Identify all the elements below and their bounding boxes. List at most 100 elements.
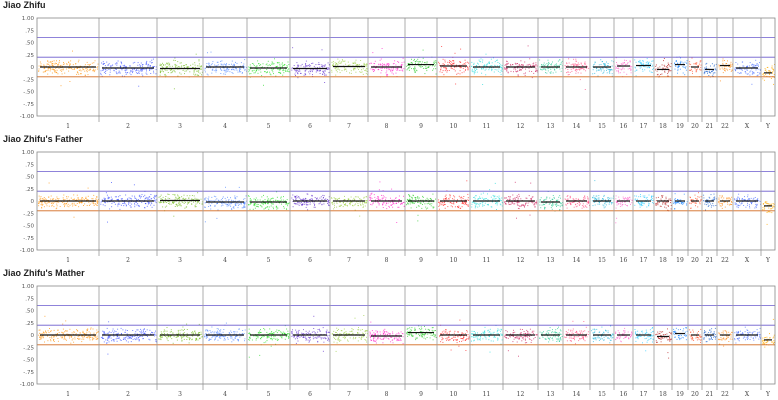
data-point — [549, 67, 551, 69]
data-point — [159, 74, 161, 76]
data-point — [686, 60, 688, 62]
x-tick-label: X — [745, 257, 750, 264]
data-point — [570, 202, 572, 204]
data-point — [744, 71, 746, 73]
data-point — [390, 204, 392, 206]
data-point — [309, 203, 311, 205]
data-point — [476, 71, 478, 73]
data-point — [644, 66, 646, 68]
data-point — [550, 200, 552, 202]
data-point — [184, 198, 186, 200]
data-point — [527, 202, 529, 204]
data-point — [228, 68, 230, 70]
data-point — [585, 70, 587, 72]
data-point — [622, 201, 623, 203]
data-point — [38, 195, 40, 197]
data-point — [255, 199, 257, 201]
data-point — [711, 199, 713, 201]
data-point — [100, 72, 102, 74]
data-point — [126, 72, 128, 74]
data-point — [532, 196, 534, 198]
data-point — [138, 336, 139, 338]
data-point — [175, 200, 177, 202]
data-point — [353, 67, 355, 69]
data-point — [291, 197, 293, 199]
data-point — [595, 195, 597, 197]
data-point — [534, 204, 536, 206]
data-point — [253, 63, 255, 65]
data-point — [220, 64, 222, 66]
data-point — [260, 205, 262, 207]
data-point — [607, 199, 609, 201]
data-point — [386, 75, 388, 77]
data-point — [238, 200, 240, 202]
data-point — [731, 202, 733, 203]
data-point — [104, 333, 106, 335]
data-point — [499, 62, 501, 64]
data-point — [265, 202, 267, 204]
data-point — [103, 332, 105, 334]
data-point — [147, 203, 149, 205]
data-point — [246, 70, 247, 72]
data-point — [270, 63, 272, 65]
data-point — [474, 207, 476, 209]
data-point — [53, 335, 55, 337]
data-point — [43, 64, 45, 66]
data-point — [58, 198, 60, 200]
data-point — [694, 63, 696, 65]
data-point — [665, 204, 667, 206]
data-point — [670, 208, 672, 210]
data-point — [407, 64, 408, 66]
data-point — [750, 197, 752, 199]
data-point — [639, 59, 641, 61]
data-point — [332, 203, 334, 205]
data-point — [394, 60, 396, 62]
data-point — [210, 208, 212, 210]
data-point — [346, 201, 348, 203]
data-point — [392, 199, 393, 201]
data-point — [303, 74, 305, 76]
data-point — [56, 207, 58, 209]
data-point — [93, 71, 95, 73]
data-point — [143, 68, 145, 70]
data-point — [328, 67, 330, 69]
data-point — [397, 68, 399, 70]
data-point — [518, 65, 520, 67]
data-point — [276, 62, 278, 63]
data-point — [762, 209, 764, 211]
data-point — [719, 65, 720, 67]
data-point — [82, 335, 84, 337]
data-point — [659, 66, 661, 68]
data-point — [546, 67, 548, 69]
data-point — [401, 69, 403, 71]
data-point — [328, 200, 330, 201]
data-point — [239, 70, 240, 72]
data-point — [204, 69, 206, 71]
data-point — [402, 57, 404, 59]
chromosome-points-17 — [634, 58, 654, 77]
data-point — [684, 74, 686, 76]
data-point — [499, 203, 501, 205]
data-point — [292, 199, 294, 200]
data-point — [120, 198, 122, 200]
data-point — [295, 197, 297, 199]
data-point — [130, 198, 132, 200]
data-point — [402, 64, 404, 66]
data-point — [301, 63, 303, 65]
data-point — [762, 73, 764, 75]
data-point — [616, 67, 618, 69]
data-point — [175, 204, 177, 205]
data-point — [125, 71, 126, 73]
x-tick-label: 11 — [483, 257, 491, 264]
data-point — [467, 67, 469, 69]
data-point — [411, 202, 413, 204]
data-point — [151, 198, 153, 199]
data-point — [145, 72, 147, 74]
data-point — [553, 64, 555, 66]
data-point — [263, 202, 264, 204]
data-point — [343, 61, 345, 62]
data-point — [136, 204, 138, 206]
data-point — [44, 315, 46, 317]
data-point — [451, 61, 453, 63]
data-point — [444, 67, 446, 69]
